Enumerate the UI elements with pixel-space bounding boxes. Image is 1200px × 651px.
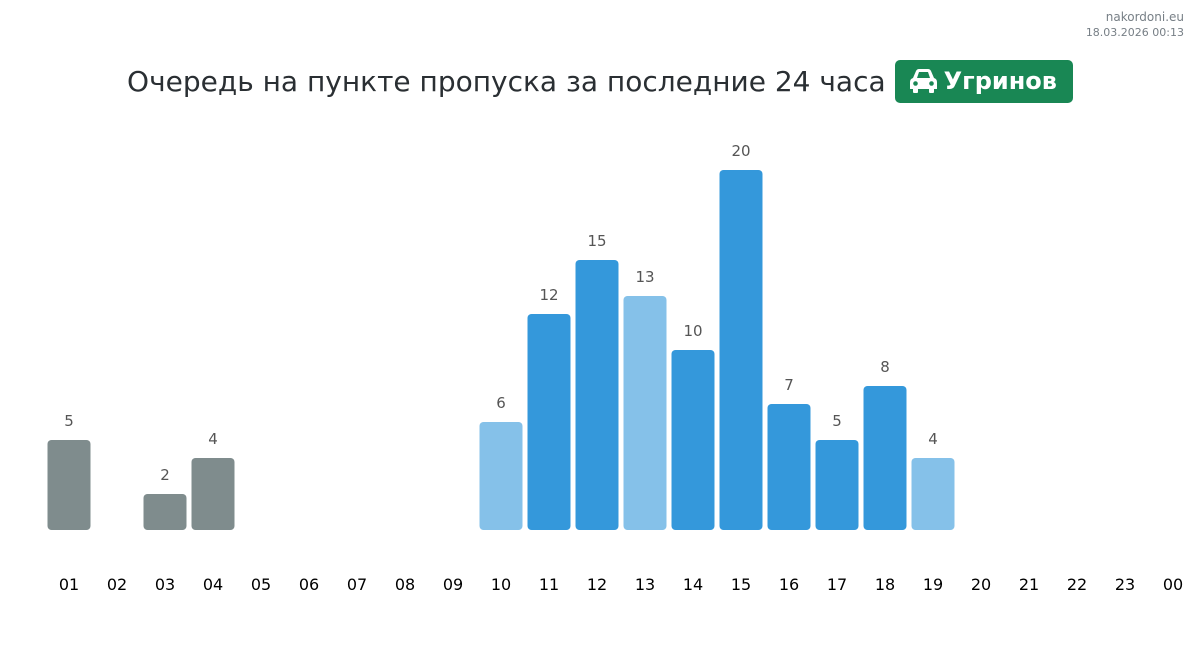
bar-value-label-03: 2 (160, 466, 170, 484)
chart-title: Очередь на пункте пропуска за последние … (127, 64, 886, 98)
hour-label-16: 16 (779, 575, 799, 594)
bar-16 (767, 404, 811, 530)
bar-value-label-17: 5 (832, 412, 842, 430)
bar-18 (863, 386, 907, 530)
bar-value-label-16: 7 (784, 376, 794, 394)
checkpoint-badge: Угринов (894, 59, 1073, 103)
bar-value-label-18: 8 (880, 358, 890, 376)
bar-value-label-11: 12 (539, 286, 558, 304)
bar-value-label-13: 13 (635, 268, 654, 286)
bar-value-label-01: 5 (64, 412, 74, 430)
bar-value-label-19: 4 (928, 430, 938, 448)
bar-11 (527, 314, 571, 530)
hour-label-01: 01 (59, 575, 79, 594)
bar-19 (911, 458, 955, 530)
hour-label-06: 06 (299, 575, 319, 594)
bar-value-label-15: 20 (731, 142, 750, 160)
hour-label-03: 03 (155, 575, 175, 594)
hour-label-02: 02 (107, 575, 127, 594)
hour-label-20: 20 (971, 575, 991, 594)
hour-label-22: 22 (1067, 575, 1087, 594)
bar-14 (671, 350, 715, 530)
hour-label-23: 23 (1115, 575, 1135, 594)
bar-15 (719, 170, 763, 530)
site-name: nakordoni.eu (1105, 10, 1184, 24)
hour-label-12: 12 (587, 575, 607, 594)
bar-03 (143, 494, 187, 530)
hour-label-11: 11 (539, 575, 559, 594)
bar-17 (815, 440, 859, 530)
hour-label-19: 19 (923, 575, 943, 594)
chart-header: Очередь на пункте пропуска за последние … (0, 59, 1200, 103)
checkpoint-name: Угринов (943, 67, 1057, 95)
hour-label-05: 05 (251, 575, 271, 594)
bar-04 (191, 458, 235, 530)
bar-value-label-04: 4 (208, 430, 218, 448)
hour-label-10: 10 (491, 575, 511, 594)
bar-12 (575, 260, 619, 530)
hour-label-09: 09 (443, 575, 463, 594)
hour-label-14: 14 (683, 575, 703, 594)
hour-label-17: 17 (827, 575, 847, 594)
hour-label-00: 00 (1163, 575, 1183, 594)
hour-label-18: 18 (875, 575, 895, 594)
hour-label-13: 13 (635, 575, 655, 594)
update-timestamp: 18.03.2026 00:13 (1085, 26, 1184, 39)
bar-01 (47, 440, 91, 530)
hour-label-07: 07 (347, 575, 367, 594)
hour-label-08: 08 (395, 575, 415, 594)
bar-value-label-14: 10 (683, 322, 702, 340)
bar-13 (623, 296, 667, 530)
hour-label-04: 04 (203, 575, 223, 594)
bar-10 (479, 422, 523, 530)
bar-value-label-12: 15 (587, 232, 606, 250)
hour-label-15: 15 (731, 575, 751, 594)
hour-label-21: 21 (1019, 575, 1039, 594)
car-icon (909, 69, 937, 93)
site-info: nakordoni.eu 18.03.2026 00:13 (1086, 9, 1184, 41)
bar-value-label-10: 6 (496, 394, 506, 412)
